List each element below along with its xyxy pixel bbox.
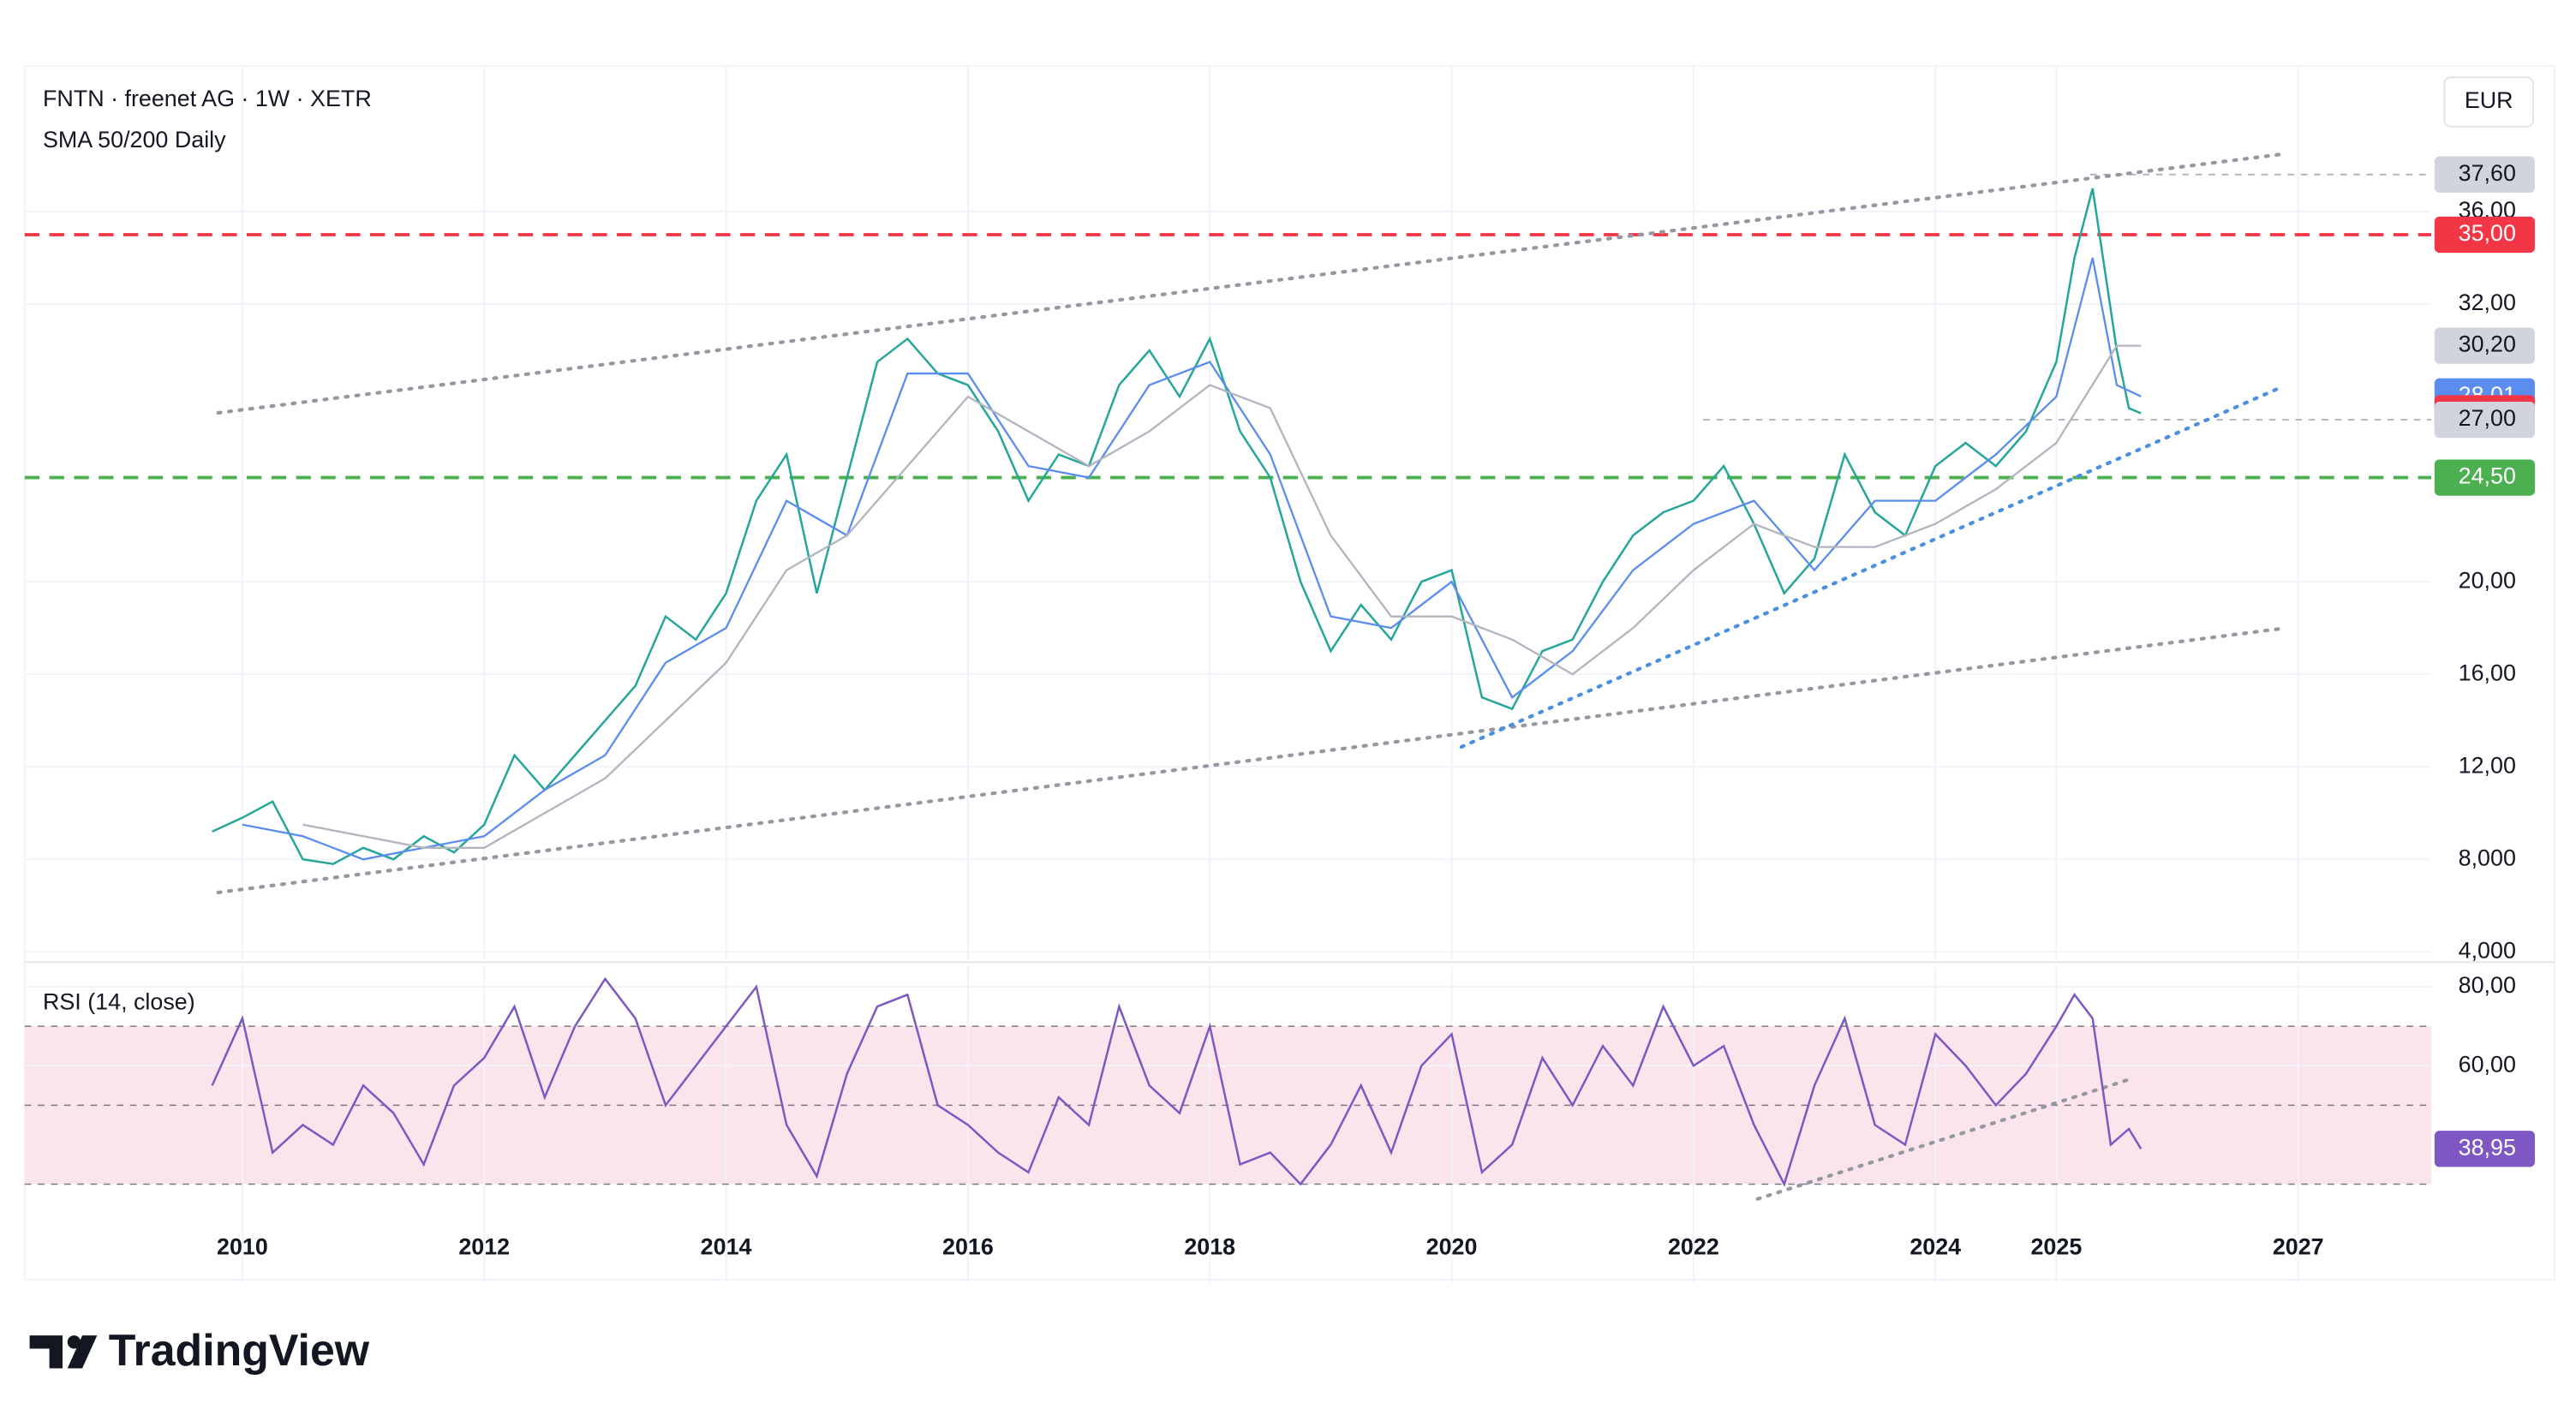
chart-title: FNTN · freenet AG · 1W · XETR — [43, 86, 372, 111]
price-badge-label: 27,00 — [2459, 405, 2516, 431]
price-badge-label: 30,20 — [2459, 331, 2516, 357]
logo-mark — [67, 1335, 81, 1349]
trend-line — [1459, 386, 2281, 749]
brand: TradingView — [109, 1325, 370, 1375]
price-badge — [2434, 327, 2535, 364]
logo-mark — [67, 1335, 98, 1369]
x-tick-label: 2016 — [942, 1233, 994, 1259]
rsi-title: RSI (14, close) — [43, 988, 195, 1014]
x-tick-label: 2010 — [217, 1233, 268, 1259]
x-tick-label: 2024 — [1910, 1233, 1961, 1259]
x-tick-label: 2020 — [1426, 1233, 1478, 1259]
y-tick-label: 60,00 — [2459, 1051, 2516, 1077]
y-tick-label: 12,00 — [2459, 752, 2516, 778]
x-tick-label: 2025 — [2030, 1233, 2082, 1259]
price-line — [211, 976, 2143, 1187]
currency: EUR — [2465, 87, 2513, 113]
currency-button[interactable] — [2443, 76, 2535, 128]
y-tick-label: 80,00 — [2459, 972, 2516, 998]
price-badge — [2434, 156, 2535, 193]
price-line — [242, 257, 2142, 861]
price-badge — [2434, 401, 2535, 439]
y-tick-label: 4,000 — [2459, 937, 2516, 963]
x-tick-label: 2027 — [2273, 1233, 2324, 1259]
x-tick-label: 2018 — [1184, 1233, 1235, 1259]
price-badge-label: 37,60 — [2459, 160, 2516, 186]
logo-mark — [29, 1335, 63, 1369]
y-tick-label: 8,000 — [2459, 845, 2516, 870]
price-badge-label: 35,00 — [2459, 220, 2516, 246]
price-line — [302, 344, 2142, 849]
y-tick-label: 20,00 — [2459, 567, 2516, 593]
price-badge-label: 24,50 — [2459, 463, 2516, 489]
trend-line — [1755, 1077, 2134, 1201]
x-tick-label: 2012 — [458, 1233, 510, 1259]
price-badge — [2434, 1131, 2535, 1167]
price-badge — [2434, 216, 2535, 254]
y-tick-label: 16,00 — [2459, 660, 2516, 685]
price-badge — [2434, 459, 2535, 496]
indicator-label: SMA 50/200 Daily — [43, 127, 226, 152]
price-badge-label: 38,95 — [2459, 1134, 2516, 1160]
x-tick-label: 2022 — [1668, 1233, 1719, 1259]
logo: TradingView — [29, 1325, 370, 1375]
x-tick-label: 2014 — [701, 1233, 752, 1259]
y-tick-label: 32,00 — [2459, 290, 2516, 315]
